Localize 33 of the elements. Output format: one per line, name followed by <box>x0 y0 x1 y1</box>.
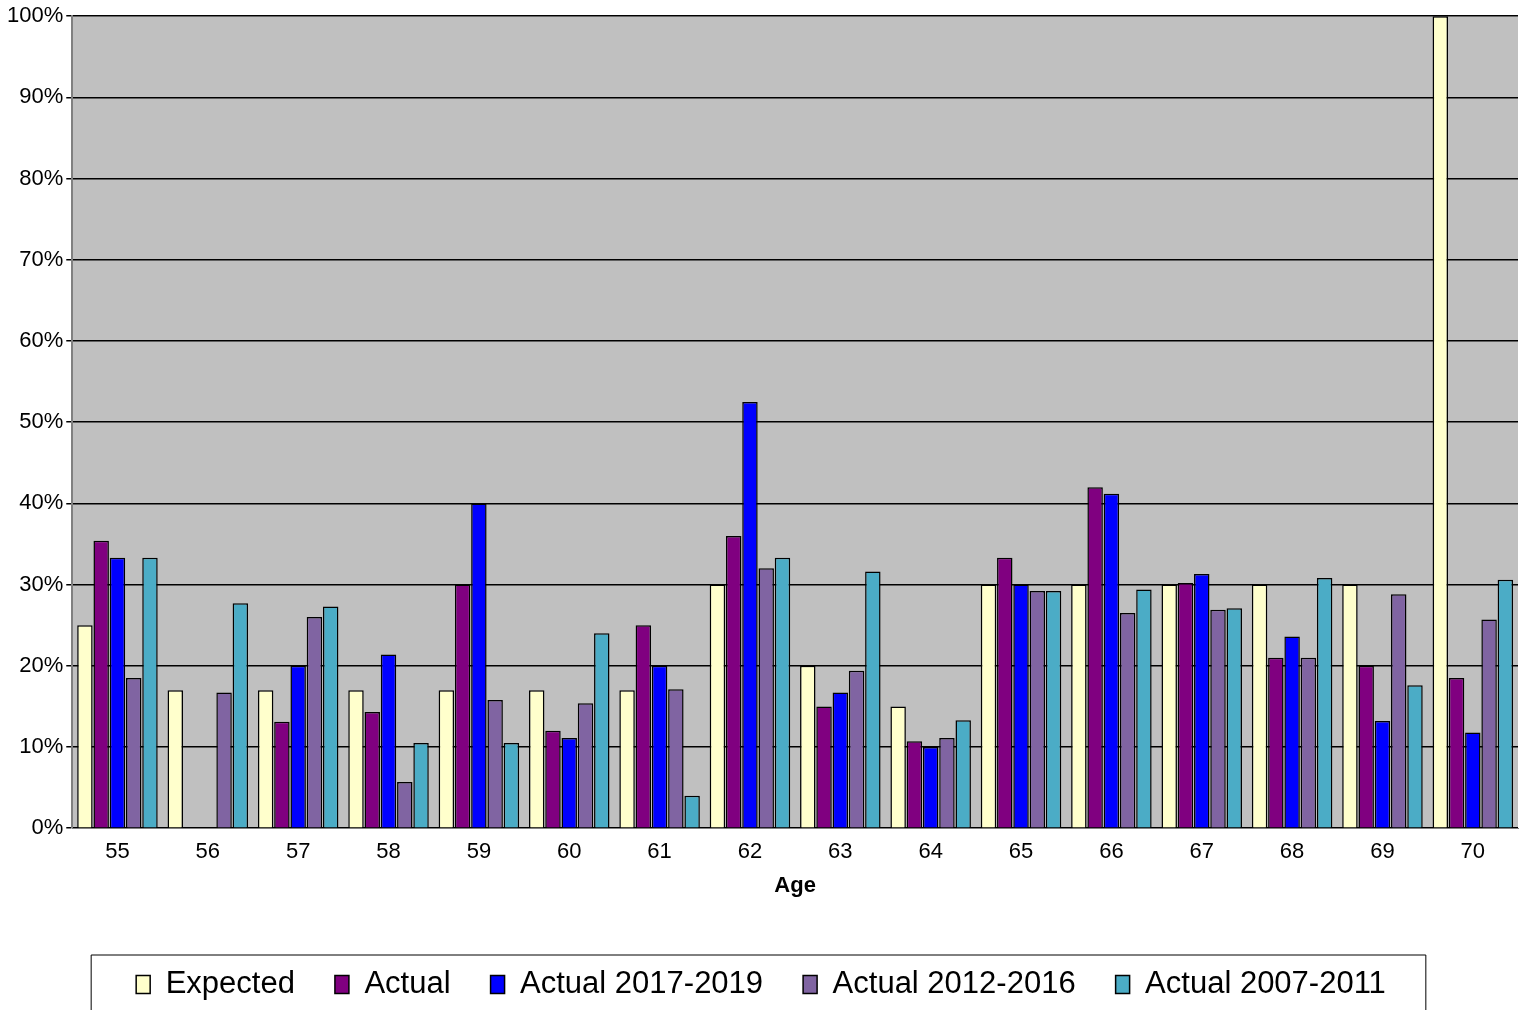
y-tick-label: 90% <box>19 83 64 109</box>
x-tick-label: 69 <box>1370 838 1395 864</box>
y-tick-label: 70% <box>19 245 64 271</box>
y-tick-label: 30% <box>19 570 64 596</box>
x-tick-label: 65 <box>1008 838 1034 864</box>
legend-label: Actual 2017-2019 <box>520 965 764 1001</box>
y-tick-label: 20% <box>19 651 64 677</box>
x-tick-label: 59 <box>466 838 492 864</box>
y-tick-label: 40% <box>19 489 64 515</box>
y-tick-label: 100% <box>6 2 64 28</box>
x-axis-title: Age <box>774 871 816 897</box>
y-tick-label: 0% <box>31 814 64 840</box>
x-tick-label: 56 <box>195 838 221 864</box>
x-tick-label: 57 <box>285 838 311 864</box>
x-tick-label: 55 <box>105 838 130 864</box>
legend-label: Actual <box>364 965 451 1001</box>
legend-label: Actual 2007-2011 <box>1145 965 1386 1001</box>
y-tick-label: 50% <box>19 408 64 434</box>
legend-label: Actual 2012-2016 <box>832 965 1076 1001</box>
y-tick-label: 10% <box>19 733 64 759</box>
x-tick-label: 61 <box>647 838 672 864</box>
x-tick-label: 64 <box>918 838 943 864</box>
x-tick-label: 66 <box>1099 838 1124 864</box>
x-tick-label: 63 <box>828 838 853 864</box>
x-tick-label: 58 <box>376 838 401 864</box>
x-tick-label: 67 <box>1189 838 1214 864</box>
y-tick-label: 80% <box>19 164 64 190</box>
x-tick-label: 62 <box>737 838 763 864</box>
y-tick-label: 60% <box>19 327 64 353</box>
legend-label: Expected <box>165 965 295 1001</box>
x-tick-label: 68 <box>1279 838 1305 864</box>
x-tick-label: 70 <box>1460 838 1486 864</box>
x-tick-label: 60 <box>557 838 582 864</box>
